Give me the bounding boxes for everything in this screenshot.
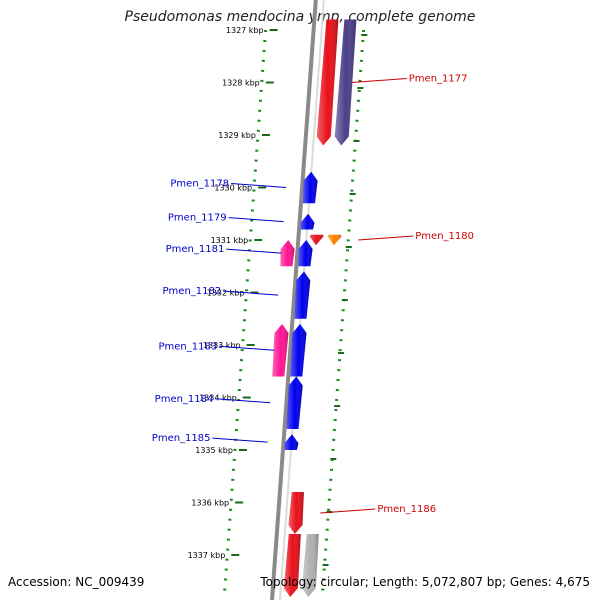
ticks-group: 1327 kbp 1328 kbp 1329 kbp 1330 kbp 1331 kbp… <box>188 26 278 560</box>
left-dotted-track <box>222 29 268 599</box>
gene-label[interactable]: Pmen_1182 <box>163 286 222 297</box>
gene-labels-group: Pmen_1177 Pmen_1178 Pmen_1179 Pmen_1180 Pmen… <box>152 74 474 516</box>
tick-label: 1327 kbp <box>226 26 264 35</box>
gene-leader-line <box>215 398 271 404</box>
gene-shading <box>283 534 301 597</box>
gene-leader-line <box>320 508 376 514</box>
genome-backbone <box>270 0 318 600</box>
gene-shading <box>300 213 315 230</box>
gene-leader-line <box>226 248 282 254</box>
gene-label[interactable]: Pmen_1184 <box>155 394 214 405</box>
gene-label[interactable]: Pmen_1183 <box>159 341 218 352</box>
gene-shading <box>294 271 311 319</box>
gene-shading <box>272 324 289 377</box>
tick-label: 1332 kbp <box>207 289 245 298</box>
gene-shading <box>334 19 357 146</box>
gene-shading <box>286 376 303 429</box>
tick-label: 1328 kbp <box>222 79 260 88</box>
tick-label: 1335 kbp <box>195 446 233 455</box>
tick-label: 1334 kbp <box>199 394 237 403</box>
gene-label[interactable]: Pmen_1186 <box>377 504 436 515</box>
gene-leader-line <box>231 183 287 188</box>
gene-leader-line <box>351 78 407 83</box>
gene-label[interactable]: Pmen_1180 <box>415 231 474 242</box>
tick-label: 1337 kbp <box>188 551 226 560</box>
accession-text: Accession: NC_009439 <box>8 575 145 589</box>
gene-shading <box>290 324 307 377</box>
tick-label: 1333 kbp <box>203 341 241 350</box>
genes-group <box>272 19 357 597</box>
topology-summary: Topology: circular; Length: 5,072,807 bp… <box>260 575 590 589</box>
gene-label[interactable]: Pmen_1179 <box>168 213 227 224</box>
gene-shading <box>301 534 319 597</box>
gene-shading <box>303 171 318 204</box>
tick-label: 1336 kbp <box>191 499 229 508</box>
gene-leader-line <box>219 345 275 351</box>
map-title: Pseudomonas mendocina ymp, complete geno… <box>124 9 476 25</box>
tick-label: 1329 kbp <box>218 131 256 140</box>
gene-leader-line <box>228 217 284 223</box>
gene-label[interactable]: Pmen_1181 <box>166 244 225 255</box>
gene-shading <box>316 19 339 146</box>
gene-shading <box>327 234 342 246</box>
gene-label[interactable]: Pmen_1185 <box>152 433 211 444</box>
gene-label[interactable]: Pmen_1177 <box>409 74 468 85</box>
gene-leader-line <box>212 437 268 443</box>
tick-label: 1331 kbp <box>211 236 249 245</box>
gene-shading <box>280 240 295 267</box>
tick-label: 1330 kbp <box>214 184 252 193</box>
gene-label[interactable]: Pmen_1178 <box>170 179 229 190</box>
gene-shading <box>298 240 313 267</box>
gene-leader-line <box>223 290 279 296</box>
gene-shading <box>309 234 324 246</box>
gene-shading <box>284 434 299 450</box>
gene-leader-line <box>358 235 414 241</box>
gene-shading <box>288 492 304 534</box>
